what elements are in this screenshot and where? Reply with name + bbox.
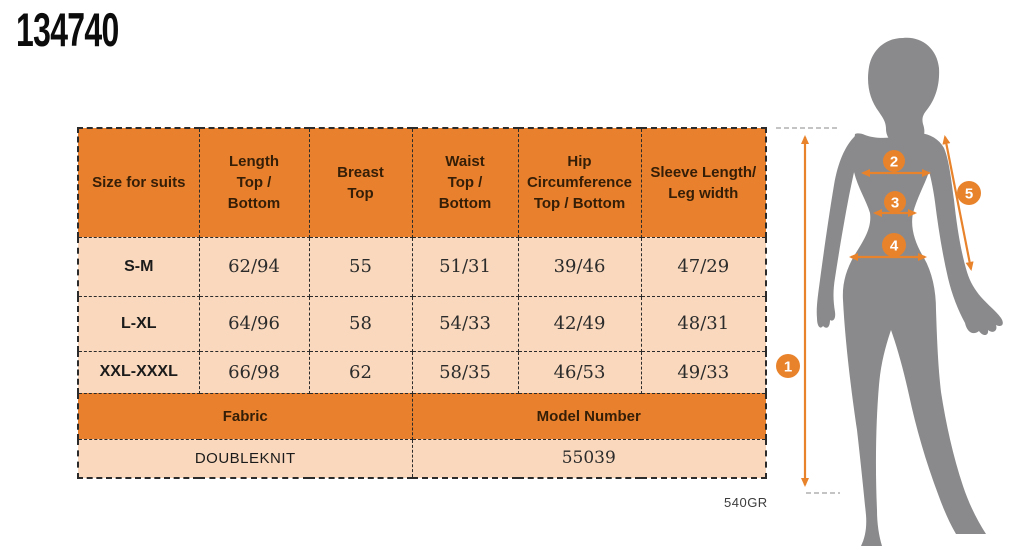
measure-marker-1	[776, 354, 800, 378]
fabric-value-row: DOUBLEKNIT 55039	[77, 438, 767, 479]
measure-marker-4	[882, 233, 906, 257]
cell-size: S-M	[77, 236, 200, 297]
column-header-breast: Breast Top	[308, 127, 413, 238]
body-measurement-diagram: 1 2 3 4 5	[776, 37, 1003, 546]
cell-hip: 46/53	[517, 350, 642, 394]
measure-marker-2	[883, 150, 905, 172]
sleeve-arrow	[942, 135, 974, 271]
column-header-size: Size for suits	[77, 127, 200, 238]
cell-hip: 39/46	[517, 236, 642, 297]
cell-breast: 62	[308, 350, 413, 394]
column-header-row: Size for suits Length Top / Bottom Breas…	[77, 127, 767, 238]
cell-sleeve: 49/33	[640, 350, 767, 394]
column-header-waist: Waist Top / Bottom	[411, 127, 519, 238]
marker-1-label: 1	[784, 359, 792, 376]
model-number-label: Model Number	[411, 392, 767, 440]
measurement-arrows	[800, 134, 974, 488]
column-header-sleeve: Sleeve Length/ Leg width	[640, 127, 767, 238]
fabric-value: DOUBLEKNIT	[77, 438, 413, 479]
cell-waist: 54/33	[411, 295, 519, 352]
marker-2-label: 2	[890, 154, 898, 171]
silhouette-left-arm	[816, 136, 861, 328]
page-title: 134740	[16, 3, 119, 56]
model-number-value: 55039	[411, 438, 767, 479]
measure-marker-3	[884, 191, 906, 213]
cell-breast: 58	[308, 295, 413, 352]
weight-footnote: 540GR	[724, 495, 768, 510]
column-header-hip: Hip Circumference Top / Bottom	[517, 127, 642, 238]
table-row-sm: S-M 62/94 55 51/31 39/46 47/29	[77, 236, 767, 297]
cell-sleeve: 48/31	[640, 295, 767, 352]
measure-marker-5	[957, 181, 981, 205]
cell-sleeve: 47/29	[640, 236, 767, 297]
cell-size: XXL-XXXL	[77, 350, 200, 394]
cell-waist: 51/31	[411, 236, 519, 297]
cell-length: 64/96	[198, 295, 310, 352]
marker-5-label: 5	[965, 186, 973, 203]
marker-3-label: 3	[891, 195, 899, 212]
female-silhouette	[816, 37, 1003, 546]
fabric-label: Fabric	[77, 392, 413, 440]
fabric-header-row: Fabric Model Number	[77, 392, 767, 440]
cell-hip: 42/49	[517, 295, 642, 352]
column-header-length: Length Top / Bottom	[198, 127, 310, 238]
size-chart-table: Size for suits Length Top / Bottom Breas…	[77, 127, 767, 479]
cell-length: 66/98	[198, 350, 310, 394]
silhouette-body	[842, 132, 986, 546]
cell-waist: 58/35	[411, 350, 519, 394]
cell-size: L-XL	[77, 295, 200, 352]
cell-length: 62/94	[198, 236, 310, 297]
table-row-lxl: L-XL 64/96 58 54/33 42/49 48/31	[77, 295, 767, 352]
table-row-xxl: XXL-XXXL 66/98 62 58/35 46/53 49/33	[77, 350, 767, 394]
cell-breast: 55	[308, 236, 413, 297]
measure-markers: 1 2 3 4 5	[776, 150, 981, 378]
silhouette-head	[868, 37, 940, 145]
marker-4-label: 4	[890, 238, 899, 255]
silhouette-right-arm	[920, 133, 1003, 336]
